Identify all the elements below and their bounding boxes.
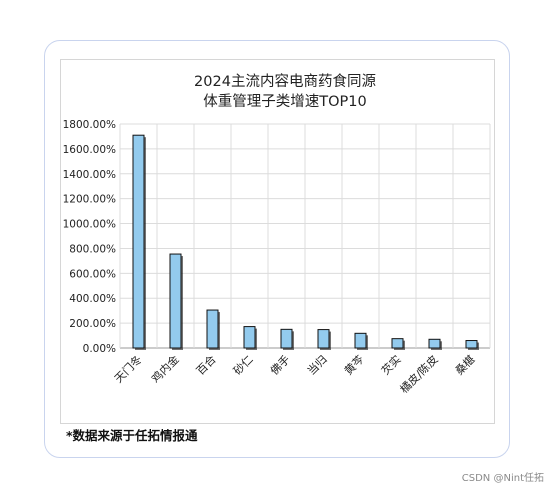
x-tick-label: 鸡内金 — [148, 352, 181, 385]
y-tick-label: 1200.00% — [63, 194, 116, 206]
bar — [354, 332, 367, 349]
x-tick-label: 当归 — [304, 352, 329, 377]
chart-title-line-1: 2024主流内容电商药食同源 — [194, 73, 376, 90]
x-tick-label: 橘皮/陈皮 — [397, 352, 441, 396]
x-tick-label: 佛手 — [267, 352, 292, 377]
y-tick-label: 600.00% — [69, 268, 116, 280]
y-tick-label: 800.00% — [69, 243, 116, 255]
x-tick-label: 天门冬 — [111, 352, 144, 385]
y-tick-label: 1600.00% — [63, 144, 116, 156]
bar — [132, 134, 145, 349]
bars — [132, 134, 479, 350]
y-axis: 0.00% 200.00% 400.00% 600.00% 800.00% 1000.00… — [63, 119, 116, 355]
source-footnote: *数据来源于任拓情报通 — [66, 428, 198, 443]
x-tick-label: 芡实 — [378, 352, 403, 377]
bar — [317, 329, 330, 349]
watermark: CSDN @Nint任拓 — [461, 473, 544, 484]
bar — [206, 309, 219, 349]
bar — [465, 340, 478, 349]
y-tick-label: 1400.00% — [63, 169, 116, 181]
y-tick-label: 0.00% — [83, 343, 116, 355]
x-tick-label: 砂仁 — [231, 353, 256, 378]
bar — [391, 338, 404, 349]
y-tick-label: 200.00% — [69, 318, 116, 330]
y-tick-label: 1800.00% — [63, 119, 116, 131]
y-tick-label: 400.00% — [69, 293, 116, 305]
bar — [280, 328, 293, 349]
bar — [169, 253, 182, 349]
gridlines — [119, 123, 491, 349]
chart-title-line-2: 体重管理子类增速TOP10 — [203, 93, 366, 110]
bar — [428, 338, 441, 349]
x-tick-label: 桑椹 — [453, 353, 478, 378]
bar — [243, 326, 256, 349]
y-tick-label: 1000.00% — [63, 219, 116, 231]
x-tick-label: 百合 — [193, 352, 218, 377]
x-tick-label: 黄芩 — [341, 352, 366, 377]
